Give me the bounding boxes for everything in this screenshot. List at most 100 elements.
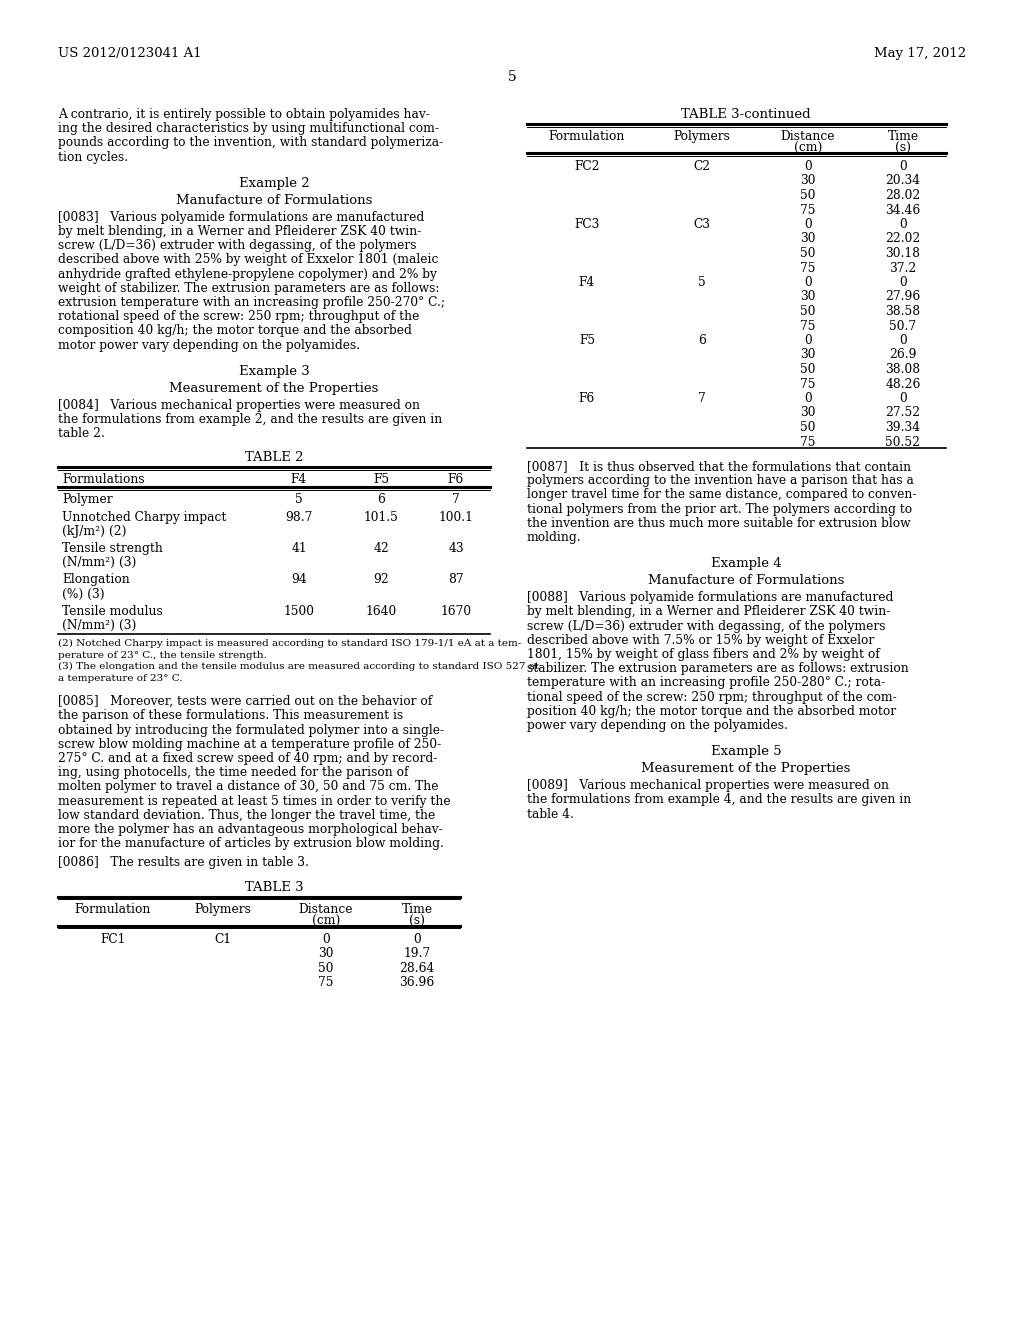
Text: 1801, 15% by weight of glass fibers and 2% by weight of: 1801, 15% by weight of glass fibers and …	[527, 648, 880, 661]
Text: 0: 0	[413, 933, 421, 945]
Text: power vary depending on the polyamides.: power vary depending on the polyamides.	[527, 719, 787, 733]
Text: 75: 75	[800, 436, 816, 449]
Text: perature of 23° C., the tensile strength.: perature of 23° C., the tensile strength…	[58, 651, 267, 660]
Text: [0086]   The results are given in table 3.: [0086] The results are given in table 3.	[58, 857, 309, 870]
Text: Formulation: Formulation	[75, 903, 152, 916]
Text: table 4.: table 4.	[527, 808, 573, 821]
Text: position 40 kg/h; the motor torque and the absorbed motor: position 40 kg/h; the motor torque and t…	[527, 705, 896, 718]
Text: 0: 0	[899, 218, 907, 231]
Text: 50: 50	[800, 363, 816, 376]
Text: 75: 75	[800, 261, 816, 275]
Text: (s): (s)	[895, 143, 911, 154]
Text: F4: F4	[291, 474, 307, 486]
Text: low standard deviation. Thus, the longer the travel time, the: low standard deviation. Thus, the longer…	[58, 809, 435, 822]
Text: 92: 92	[373, 573, 389, 586]
Text: (cm): (cm)	[794, 143, 822, 154]
Text: Polymers: Polymers	[195, 903, 252, 916]
Text: 75: 75	[800, 203, 816, 216]
Text: rotational speed of the screw: 250 rpm; throughput of the: rotational speed of the screw: 250 rpm; …	[58, 310, 420, 323]
Text: 50: 50	[800, 189, 816, 202]
Text: 42: 42	[373, 543, 389, 554]
Text: 0: 0	[804, 218, 812, 231]
Text: screw blow molding machine at a temperature profile of 250-: screw blow molding machine at a temperat…	[58, 738, 441, 751]
Text: C3: C3	[693, 218, 711, 231]
Text: 30: 30	[800, 174, 816, 187]
Text: 28.64: 28.64	[399, 961, 434, 974]
Text: 98.7: 98.7	[286, 511, 312, 524]
Text: pounds according to the invention, with standard polymeriza-: pounds according to the invention, with …	[58, 136, 443, 149]
Text: (N/mm²) (3): (N/mm²) (3)	[62, 556, 136, 569]
Text: Measurement of the Properties: Measurement of the Properties	[169, 381, 379, 395]
Text: Formulation: Formulation	[549, 129, 626, 143]
Text: the formulations from example 2, and the results are given in: the formulations from example 2, and the…	[58, 413, 442, 426]
Text: 27.96: 27.96	[886, 290, 921, 304]
Text: extrusion temperature with an increasing profile 250-270° C.;: extrusion temperature with an increasing…	[58, 296, 445, 309]
Text: molten polymer to travel a distance of 30, 50 and 75 cm. The: molten polymer to travel a distance of 3…	[58, 780, 438, 793]
Text: [0083]   Various polyamide formulations are manufactured: [0083] Various polyamide formulations ar…	[58, 211, 424, 224]
Text: Polymers: Polymers	[674, 129, 730, 143]
Text: screw (L/D=36) extruder with degassing, of the polymers: screw (L/D=36) extruder with degassing, …	[527, 619, 886, 632]
Text: 0: 0	[804, 276, 812, 289]
Text: 275° C. and at a fixed screw speed of 40 rpm; and by record-: 275° C. and at a fixed screw speed of 40…	[58, 752, 437, 766]
Text: measurement is repeated at least 5 times in order to verify the: measurement is repeated at least 5 times…	[58, 795, 451, 808]
Text: Measurement of the Properties: Measurement of the Properties	[641, 762, 851, 775]
Text: 5: 5	[295, 494, 303, 507]
Text: temperature with an increasing profile 250-280° C.; rota-: temperature with an increasing profile 2…	[527, 676, 886, 689]
Text: Formulations: Formulations	[62, 474, 144, 486]
Text: anhydride grafted ethylene-propylene copolymer) and 2% by: anhydride grafted ethylene-propylene cop…	[58, 268, 437, 281]
Text: 1640: 1640	[366, 605, 396, 618]
Text: 37.2: 37.2	[890, 261, 916, 275]
Text: 26.9: 26.9	[889, 348, 916, 362]
Text: the parison of these formulations. This measurement is: the parison of these formulations. This …	[58, 709, 403, 722]
Text: (N/mm²) (3): (N/mm²) (3)	[62, 619, 136, 632]
Text: 34.46: 34.46	[886, 203, 921, 216]
Text: table 2.: table 2.	[58, 428, 104, 440]
Text: described above with 7.5% or 15% by weight of Exxelor: described above with 7.5% or 15% by weig…	[527, 634, 874, 647]
Text: composition 40 kg/h; the motor torque and the absorbed: composition 40 kg/h; the motor torque an…	[58, 325, 412, 338]
Text: [0089]   Various mechanical properties were measured on: [0089] Various mechanical properties wer…	[527, 779, 889, 792]
Text: more the polymer has an advantageous morphological behav-: more the polymer has an advantageous mor…	[58, 822, 442, 836]
Text: [0084]   Various mechanical properties were measured on: [0084] Various mechanical properties wer…	[58, 399, 420, 412]
Text: F5: F5	[373, 474, 389, 486]
Text: 48.26: 48.26	[886, 378, 921, 391]
Text: (kJ/m²) (2): (kJ/m²) (2)	[62, 525, 127, 537]
Text: Example 4: Example 4	[711, 557, 781, 570]
Text: 50: 50	[800, 421, 816, 434]
Text: (3) The elongation and the tensile modulus are measured according to standard IS: (3) The elongation and the tensile modul…	[58, 663, 539, 672]
Text: (%) (3): (%) (3)	[62, 587, 104, 601]
Text: 30: 30	[800, 348, 816, 362]
Text: C2: C2	[693, 160, 711, 173]
Text: F6: F6	[447, 474, 464, 486]
Text: Manufacture of Formulations: Manufacture of Formulations	[648, 574, 844, 587]
Text: 1670: 1670	[440, 605, 472, 618]
Text: ing the desired characteristics by using multifunctional com-: ing the desired characteristics by using…	[58, 123, 439, 135]
Text: 0: 0	[323, 933, 330, 945]
Text: Time: Time	[401, 903, 432, 916]
Text: 0: 0	[899, 334, 907, 347]
Text: the formulations from example 4, and the results are given in: the formulations from example 4, and the…	[527, 793, 911, 807]
Text: weight of stabilizer. The extrusion parameters are as follows:: weight of stabilizer. The extrusion para…	[58, 281, 439, 294]
Text: (2) Notched Charpy impact is measured according to standard ISO 179-1/1 eA at a : (2) Notched Charpy impact is measured ac…	[58, 639, 521, 648]
Text: 1500: 1500	[284, 605, 314, 618]
Text: 38.08: 38.08	[886, 363, 921, 376]
Text: screw (L/D=36) extruder with degassing, of the polymers: screw (L/D=36) extruder with degassing, …	[58, 239, 417, 252]
Text: 0: 0	[804, 392, 812, 405]
Text: FC1: FC1	[100, 933, 126, 945]
Text: 38.58: 38.58	[886, 305, 921, 318]
Text: 50: 50	[800, 305, 816, 318]
Text: 5: 5	[698, 276, 706, 289]
Text: tional polymers from the prior art. The polymers according to: tional polymers from the prior art. The …	[527, 503, 912, 516]
Text: (s): (s)	[409, 915, 425, 928]
Text: F4: F4	[579, 276, 595, 289]
Text: Unnotched Charpy impact: Unnotched Charpy impact	[62, 511, 226, 524]
Text: stabilizer. The extrusion parameters are as follows: extrusion: stabilizer. The extrusion parameters are…	[527, 663, 908, 676]
Text: described above with 25% by weight of Exxelor 1801 (maleic: described above with 25% by weight of Ex…	[58, 253, 438, 267]
Text: molding.: molding.	[527, 531, 582, 544]
Text: [0088]   Various polyamide formulations are manufactured: [0088] Various polyamide formulations ar…	[527, 591, 893, 605]
Text: 19.7: 19.7	[403, 948, 431, 960]
Text: tional speed of the screw: 250 rpm; throughput of the com-: tional speed of the screw: 250 rpm; thro…	[527, 690, 897, 704]
Text: Distance: Distance	[780, 129, 836, 143]
Text: 50: 50	[318, 961, 334, 974]
Text: (cm): (cm)	[312, 915, 340, 928]
Text: 5: 5	[508, 70, 516, 84]
